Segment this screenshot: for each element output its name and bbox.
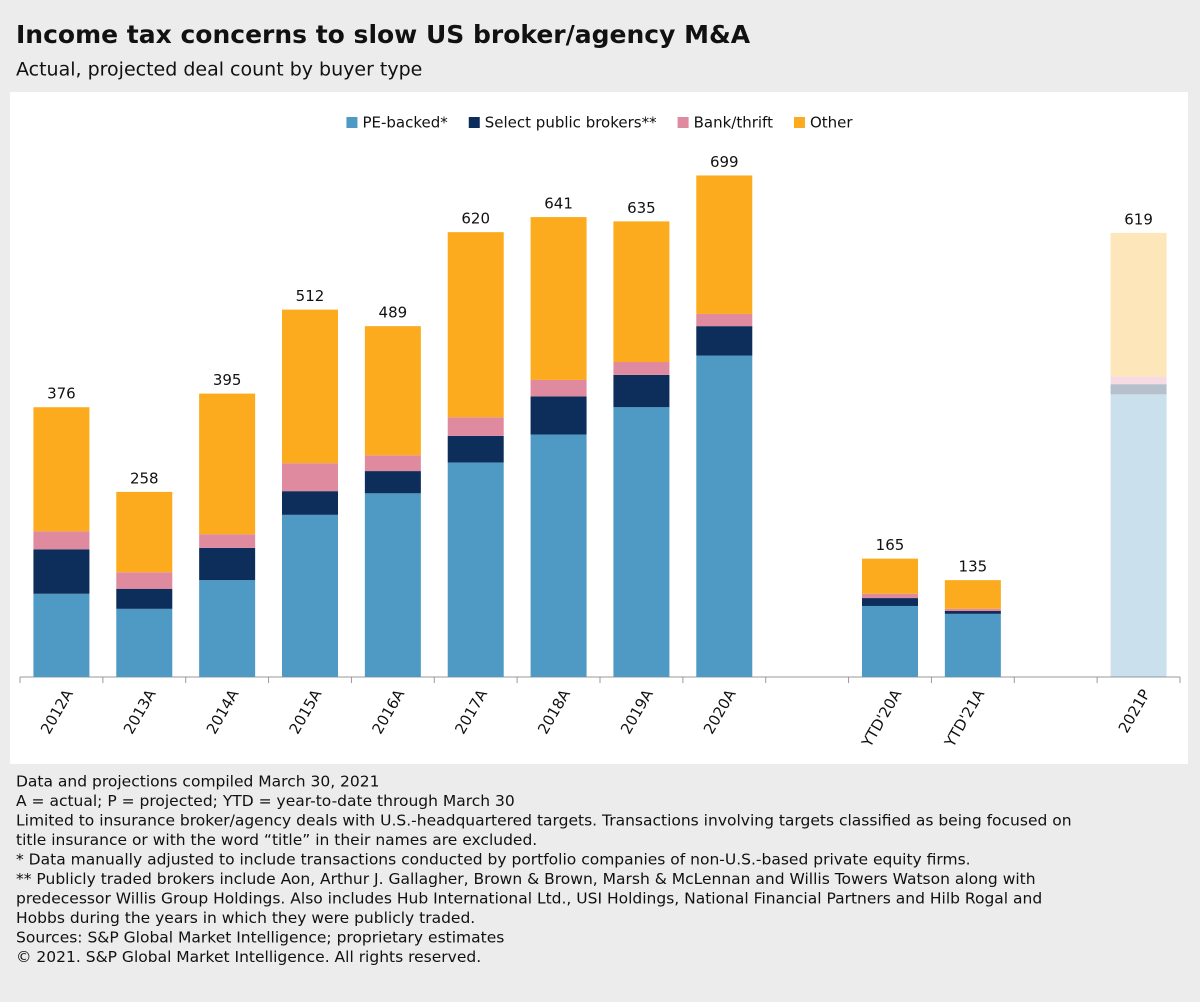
legend-item: PE-backed*: [346, 114, 448, 132]
bar-segment: [364, 471, 421, 494]
bar-segment: [696, 326, 753, 356]
bar-segment: [364, 455, 421, 472]
total-label: 635: [627, 199, 656, 217]
bar-segment: [944, 610, 1001, 614]
legend-item: Other: [793, 114, 853, 132]
bar-segment: [862, 558, 918, 594]
footnote: predecessor Willis Group Holdings. Also …: [16, 890, 1042, 908]
bar-segment: [1110, 232, 1167, 377]
bar-segment: [282, 463, 338, 492]
legend-swatch: [677, 117, 689, 128]
bar-segment: [282, 514, 338, 677]
total-label: 489: [379, 304, 408, 322]
bar-segment: [116, 572, 173, 589]
total-label: 165: [876, 536, 905, 554]
total-label: 395: [213, 371, 242, 389]
legend-swatch: [468, 117, 480, 128]
bar-segment: [447, 435, 504, 463]
legend-item: Bank/thrift: [677, 114, 773, 132]
chart-title: Income tax concerns to slow US broker/ag…: [16, 20, 751, 49]
legend-swatch: [346, 117, 358, 128]
bar-segment: [530, 379, 587, 397]
bar-segment: [116, 588, 173, 609]
bar-segment: [116, 608, 173, 677]
legend-label: Other: [810, 114, 853, 132]
bar-segment: [696, 175, 753, 314]
bar-segment: [199, 393, 256, 535]
chart-subtitle: Actual, projected deal count by buyer ty…: [16, 59, 422, 81]
legend-label: Select public brokers**: [485, 114, 657, 132]
bar-segment: [364, 326, 421, 456]
total-label: 641: [544, 195, 573, 213]
bar-segment: [613, 374, 670, 408]
bar-segment: [33, 549, 90, 594]
bar-segment: [33, 407, 90, 532]
footnote: © 2021. S&P Global Market Intelligence. …: [16, 948, 481, 966]
bar-segment: [613, 221, 670, 363]
bar-segment: [696, 313, 753, 327]
total-label: 699: [710, 153, 739, 171]
bar-segment: [364, 493, 421, 677]
total-label: 135: [959, 558, 988, 576]
bar-segment: [613, 362, 670, 375]
bar-segment: [282, 309, 338, 464]
bar-segment: [199, 547, 256, 581]
bar-segment: [282, 491, 338, 515]
legend-swatch: [793, 117, 805, 128]
footnote: Hobbs during the years in which they wer…: [16, 909, 475, 927]
bar-segment: [530, 396, 587, 435]
bar-segment: [696, 355, 753, 677]
bar-segment: [33, 593, 90, 677]
footnote: Data and projections compiled March 30, …: [16, 773, 380, 791]
total-label: 512: [296, 287, 325, 305]
bar-segment: [1110, 384, 1167, 395]
bar-segment: [199, 580, 256, 677]
bar-segment: [1110, 376, 1167, 385]
footnote: A = actual; P = projected; YTD = year-to…: [16, 792, 515, 810]
bar-segment: [447, 462, 504, 677]
bar-segment: [116, 491, 173, 573]
bar-segment: [199, 534, 256, 548]
footnote: title insurance or with the word “title”…: [16, 831, 537, 849]
bar-segment: [613, 407, 670, 677]
bar-segment: [447, 232, 504, 418]
bar-segment: [530, 434, 587, 677]
bar-segment: [530, 217, 587, 380]
bar-segment: [944, 613, 1001, 677]
legend-label: Bank/thrift: [694, 114, 773, 132]
total-label: 376: [47, 385, 76, 403]
bar-segment: [1110, 394, 1167, 677]
bar-segment: [862, 598, 918, 606]
total-label: 258: [130, 469, 159, 487]
legend-label: PE-backed*: [362, 114, 448, 132]
bar-segment: [447, 417, 504, 436]
footnote: Limited to insurance broker/agency deals…: [16, 812, 1072, 830]
plot-panel: [10, 92, 1188, 764]
bar-segment: [33, 531, 90, 550]
footnote: * Data manually adjusted to include tran…: [16, 851, 971, 869]
bar-segment: [944, 580, 1001, 609]
bar-segment: [862, 593, 918, 599]
footnote: Sources: S&P Global Market Intelligence;…: [16, 929, 504, 947]
footnote: ** Publicly traded brokers include Aon, …: [16, 870, 1036, 888]
legend-item: Select public brokers**: [468, 114, 657, 132]
total-label: 619: [1124, 210, 1153, 228]
bar-segment: [862, 605, 918, 677]
bar-segment: [944, 608, 1001, 611]
total-label: 620: [461, 210, 490, 228]
